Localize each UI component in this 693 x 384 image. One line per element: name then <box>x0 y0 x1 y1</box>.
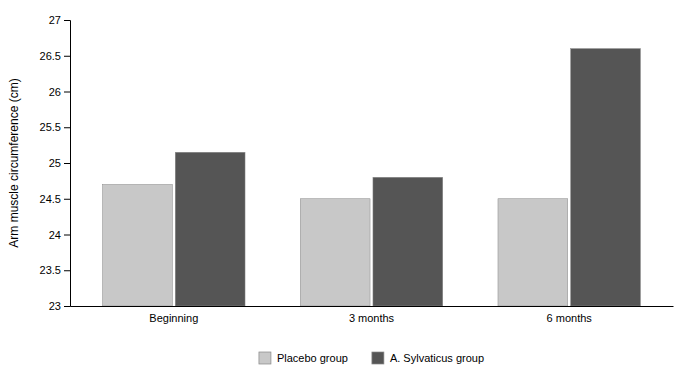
y-tick-mark <box>64 56 70 57</box>
legend-item: A. Sylvaticus group <box>372 352 484 364</box>
bar-series <box>103 184 568 306</box>
legend-swatch <box>259 352 271 364</box>
y-axis-line <box>64 21 71 307</box>
y-tick-label: 26 <box>49 86 61 98</box>
y-tick: 23 <box>49 300 70 312</box>
bar <box>571 49 641 306</box>
y-tick-mark <box>64 92 70 93</box>
x-tick: 6 months <box>547 306 593 324</box>
y-axis: 23 23.5 24 24.5 25 25.5 26 26.5 27 <box>40 14 71 312</box>
y-tick-label: 25 <box>49 157 61 169</box>
y-tick-mark <box>64 199 70 200</box>
y-tick-label: 24.5 <box>40 193 61 205</box>
y-tick: 26 <box>49 86 70 98</box>
y-tick-mark <box>64 163 70 164</box>
y-tick: 26.5 <box>40 50 70 62</box>
legend: Placebo group A. Sylvaticus group <box>259 352 484 364</box>
x-tick-label: 3 months <box>349 312 395 324</box>
bar <box>373 177 443 306</box>
bar <box>300 199 370 306</box>
y-tick: 23.5 <box>40 264 70 276</box>
x-tick: Beginning <box>149 306 198 324</box>
x-tick-label: 6 months <box>547 312 593 324</box>
y-tick-mark <box>64 306 70 307</box>
bar-series <box>175 49 640 306</box>
bar <box>103 184 173 306</box>
y-tick-mark <box>64 270 70 271</box>
bar <box>498 199 568 306</box>
y-tick-label: 23.5 <box>40 264 61 276</box>
y-tick: 27 <box>49 14 70 26</box>
y-tick-mark <box>64 20 70 21</box>
y-tick: 24.5 <box>40 193 70 205</box>
legend-label: Placebo group <box>277 352 348 364</box>
x-axis-line <box>71 306 674 307</box>
y-axis-title: Arm muscle circumference (cm) <box>7 78 21 247</box>
legend-item: Placebo group <box>259 352 348 364</box>
y-tick-mark <box>64 127 70 128</box>
y-tick-label: 23 <box>49 300 61 312</box>
bar <box>175 152 245 306</box>
y-tick: 25 <box>49 157 70 169</box>
y-tick-label: 25.5 <box>40 121 61 133</box>
chart-svg: 23 23.5 24 24.5 25 25.5 26 26.5 27 Beginning 3 mon… <box>0 0 693 384</box>
legend-swatch <box>372 352 384 364</box>
y-tick-label: 27 <box>49 14 61 26</box>
y-tick: 24 <box>49 229 70 241</box>
x-axis: Beginning 3 months 6 months <box>71 306 674 324</box>
chart-container: 23 23.5 24 24.5 25 25.5 26 26.5 27 Beginning 3 mon… <box>0 0 693 384</box>
y-tick: 25.5 <box>40 121 70 133</box>
y-tick-label: 26.5 <box>40 50 61 62</box>
y-tick-label: 24 <box>49 229 61 241</box>
y-tick-mark <box>64 235 70 236</box>
plot-area: 23 23.5 24 24.5 25 25.5 26 26.5 27 Beginning 3 mon… <box>40 14 674 324</box>
legend-label: A. Sylvaticus group <box>390 352 484 364</box>
x-tick: 3 months <box>349 306 395 324</box>
bars <box>103 49 641 306</box>
x-tick-label: Beginning <box>149 312 198 324</box>
